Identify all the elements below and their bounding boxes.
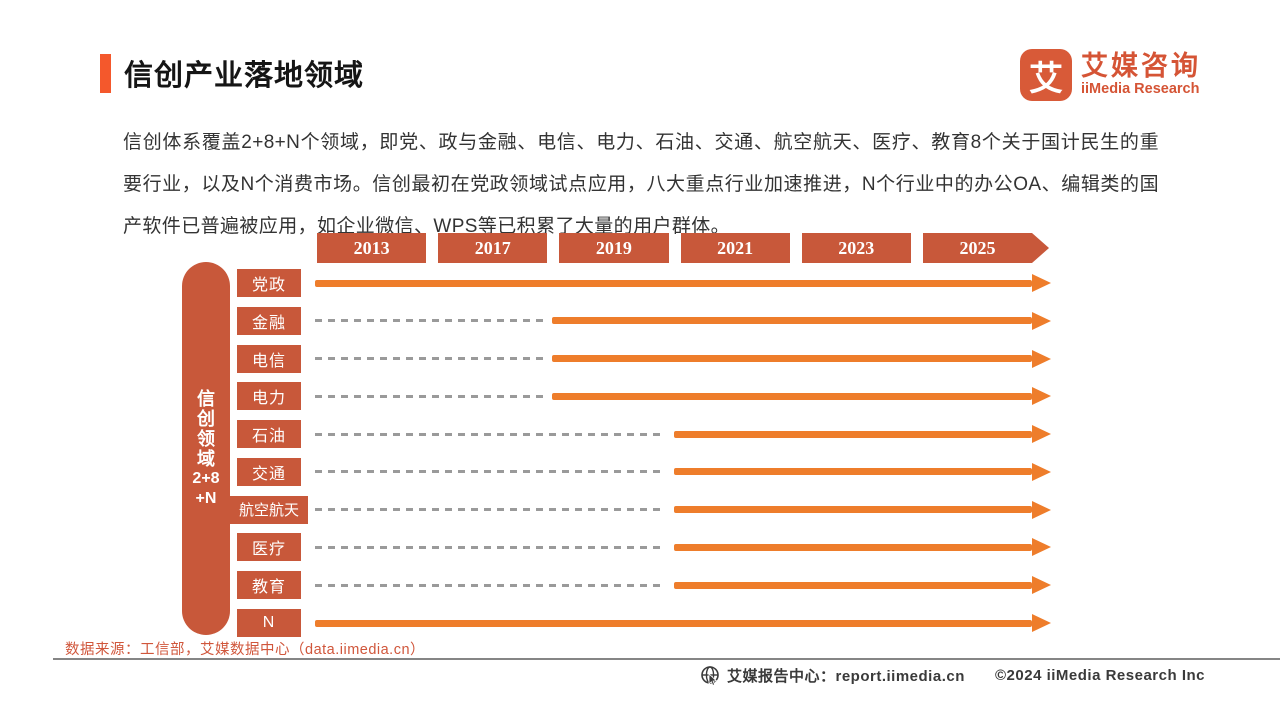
adoption-arrow-bar — [674, 581, 1032, 589]
timeline-row: 电力 — [0, 382, 1280, 411]
sector-label: 党政 — [237, 269, 301, 297]
year-label: 2013 — [317, 233, 427, 263]
pre-adoption-dash — [315, 583, 666, 587]
brand-logo-icon: 艾 — [1020, 49, 1072, 101]
footer-report-center: 艾媒报告中心：report.iimedia.cn — [700, 665, 965, 686]
axis-label-line: 域 — [197, 448, 215, 469]
report-center-text: 艾媒报告中心：report.iimedia.cn — [727, 668, 965, 685]
copyright-text: ©2024 iiMedia Research Inc — [995, 667, 1205, 684]
adoption-arrow-head — [1032, 576, 1051, 595]
sector-label: 金融 — [237, 306, 301, 335]
timeline-row: N — [0, 609, 1280, 638]
adoption-arrow-bar — [674, 430, 1032, 438]
year-label: 2023 — [801, 233, 911, 263]
sector-label: 航空航天 — [230, 495, 308, 524]
sector-label: 电信 — [237, 344, 301, 373]
axis-label-line: 信 — [197, 388, 215, 409]
pre-adoption-dash — [315, 545, 666, 549]
adoption-arrow-bar — [315, 279, 1032, 287]
adoption-arrow-bar — [674, 543, 1032, 551]
pre-adoption-dash — [315, 319, 544, 323]
footer-divider — [53, 658, 1280, 660]
brand-name-cn: 艾媒咨询 — [1081, 51, 1201, 81]
adoption-arrow-bar — [674, 506, 1032, 514]
pre-adoption-dash — [315, 357, 544, 361]
year-label: 2019 — [559, 233, 669, 263]
timeline-row: 金融 — [0, 306, 1280, 335]
pre-adoption-dash — [315, 508, 666, 512]
globe-cursor-icon — [701, 666, 719, 686]
adoption-arrow-head — [1032, 311, 1051, 330]
axis-label-line: 创 — [197, 408, 215, 429]
timeline-row: 医疗 — [0, 533, 1280, 562]
pre-adoption-dash — [315, 470, 666, 474]
adoption-arrow-bar — [674, 468, 1032, 476]
sector-label: 石油 — [237, 420, 301, 449]
axis-label-line: 领 — [197, 428, 215, 449]
adoption-arrow-bar — [552, 355, 1032, 363]
adoption-arrow-head — [1032, 274, 1051, 292]
axis-label-line: +N — [195, 489, 217, 507]
brand-name-en: iiMedia Research — [1081, 81, 1200, 97]
timeline-row: 教育 — [0, 571, 1280, 600]
adoption-arrow-head — [1032, 538, 1051, 557]
pre-adoption-dash — [315, 394, 544, 398]
sector-label: 交通 — [237, 457, 301, 486]
brand-logo: 艾 艾媒咨询 iiMedia Research — [1020, 49, 1201, 101]
intro-paragraph: 信创体系覆盖2+8+N个领域，即党、政与金融、电信、电力、石油、交通、航空航天、… — [123, 132, 1159, 237]
title-accent-bar — [100, 54, 111, 93]
sector-label: 教育 — [237, 571, 301, 600]
adoption-arrow-head — [1032, 349, 1051, 368]
adoption-arrow-head — [1032, 387, 1051, 406]
adoption-arrow-head — [1032, 614, 1051, 633]
pre-adoption-dash — [315, 432, 666, 436]
sector-label: N — [237, 609, 301, 638]
adoption-arrow-head — [1032, 500, 1051, 519]
axis-label-line: 2+8 — [192, 469, 220, 487]
adoption-arrow-head — [1032, 425, 1051, 444]
brand-logo-text: 艾媒咨询 iiMedia Research — [1081, 49, 1201, 98]
page-title: 信创产业落地领域 — [124, 60, 365, 92]
year-label: 2021 — [680, 233, 790, 263]
adoption-arrow-bar — [552, 317, 1032, 325]
year-axis: 2013 2017 2019 2021 2023 2025 — [317, 233, 1050, 263]
timeline-row: 交通 — [0, 457, 1280, 486]
timeline-row: 航空航天 — [0, 495, 1280, 524]
axis-category-bar: 信创领域 2+8 +N — [182, 262, 230, 635]
year-label: 2017 — [438, 233, 548, 263]
data-source: 数据来源：工信部，艾媒数据中心（data.iimedia.cn） — [65, 642, 426, 658]
sector-label: 电力 — [237, 382, 301, 411]
adoption-arrow-bar — [552, 392, 1032, 400]
timeline-row: 电信 — [0, 344, 1280, 373]
sector-label: 医疗 — [237, 533, 301, 562]
timeline-row: 党政 — [0, 269, 1280, 297]
year-label: 2025 — [922, 233, 1050, 263]
adoption-arrow-bar — [315, 619, 1032, 627]
timeline-row: 石油 — [0, 420, 1280, 449]
adoption-arrow-head — [1032, 462, 1051, 481]
